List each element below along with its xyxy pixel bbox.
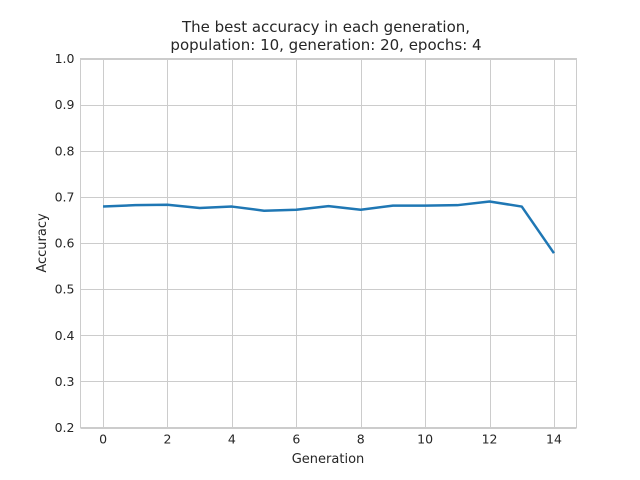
y-tick-label: 0.3 xyxy=(55,374,75,389)
chart-title: The best accuracy in each generation, po… xyxy=(170,18,481,54)
y-tick-label: 0.8 xyxy=(55,143,75,158)
plot-area-frame xyxy=(80,58,577,428)
series-lines xyxy=(102,200,555,254)
y-tick-label: 0.4 xyxy=(55,328,75,343)
x-axis-label: Generation xyxy=(292,452,365,467)
x-tick-label: 12 xyxy=(482,432,498,447)
y-tick-label: 0.7 xyxy=(55,189,75,204)
y-axis-ticks: 0.2 0.3 0.4 0.5 0.6 0.7 0.8 0.9 1.0 xyxy=(55,51,75,435)
y-tick-label: 1.0 xyxy=(55,51,75,66)
x-tick-label: 8 xyxy=(357,432,365,447)
series-line xyxy=(102,200,555,254)
grid-lines xyxy=(80,58,577,429)
y-axis-label: Accuracy xyxy=(35,213,50,273)
x-tick-label: 4 xyxy=(228,432,236,447)
x-tick-label: 0 xyxy=(99,432,107,447)
x-tick-label: 2 xyxy=(163,432,171,447)
x-tick-label: 6 xyxy=(292,432,300,447)
y-tick-label: 0.2 xyxy=(55,420,75,435)
chart-title-line-2: population: 10, generation: 20, epochs: … xyxy=(170,36,481,54)
chart-title-line-1: The best accuracy in each generation, xyxy=(181,18,470,36)
y-tick-label: 0.9 xyxy=(55,97,75,112)
x-axis-ticks: 0 2 4 6 8 10 12 14 xyxy=(99,432,562,447)
y-tick-label: 0.6 xyxy=(55,236,75,251)
x-tick-label: 14 xyxy=(546,432,562,447)
y-tick-label: 0.5 xyxy=(55,282,75,297)
x-tick-label: 10 xyxy=(417,432,433,447)
